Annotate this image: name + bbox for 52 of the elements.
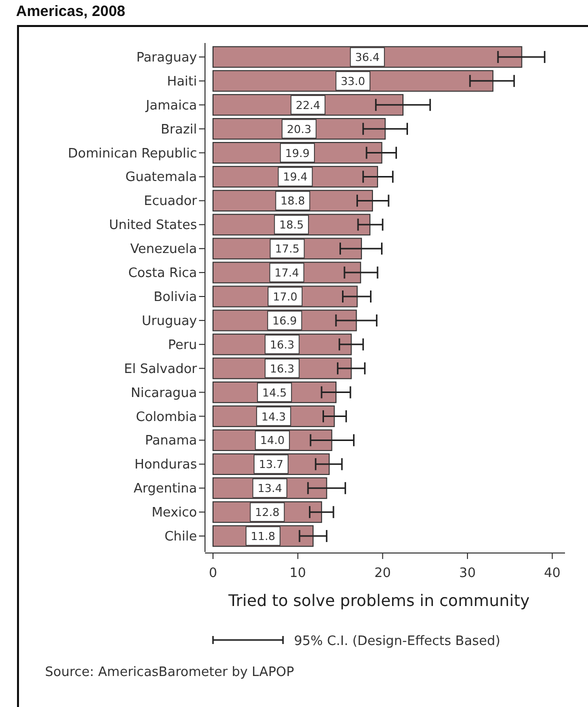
data-label: 20.3	[286, 122, 312, 136]
data-label: 12.8	[255, 506, 280, 520]
data-label: 17.4	[274, 266, 300, 280]
x-tick-label: 10	[290, 566, 306, 581]
data-label: 14.5	[262, 386, 287, 400]
y-tick-label: Mexico	[152, 506, 198, 521]
data-label: 14.3	[261, 410, 286, 424]
data-label: 17.0	[272, 290, 298, 304]
y-tick-label: Uruguay	[142, 314, 198, 329]
data-label: 33.0	[340, 74, 366, 88]
data-label: 19.9	[285, 146, 310, 160]
x-tick-label: 20	[374, 566, 391, 581]
y-tick-label: Jamaica	[144, 98, 197, 114]
y-tick-label: Ecuador	[144, 194, 198, 210]
y-tick-label: Honduras	[134, 458, 198, 473]
x-axis-title: Tried to solve problems in community	[227, 591, 530, 610]
data-label: 14.0	[260, 434, 285, 448]
text: Americas, 2008	[16, 3, 126, 20]
data-label: 18.8	[280, 194, 305, 208]
bar	[212, 46, 522, 68]
data-label: 18.5	[279, 218, 304, 232]
data-label: 11.8	[250, 530, 276, 544]
source-note: Source: AmericasBarometer by LAPOP	[45, 665, 294, 680]
data-label: 16.3	[270, 362, 294, 376]
y-tick-label: Peru	[168, 338, 197, 353]
y-tick-label: United States	[108, 218, 198, 234]
data-label: 36.4	[355, 50, 380, 64]
y-tick-label: Chile	[164, 530, 197, 545]
data-label: 17.5	[274, 242, 300, 256]
y-tick-label: Venezuela	[130, 242, 197, 258]
y-tick-label: Colombia	[136, 410, 197, 425]
data-label: 19.4	[283, 170, 308, 184]
x-tick-label: 30	[459, 566, 476, 581]
data-label: 16.9	[272, 314, 297, 328]
y-tick-label: Guatemala	[125, 170, 197, 186]
y-tick-label: Dominican Republic	[68, 146, 197, 162]
x-tick-label: 0	[208, 566, 218, 581]
x-tick-label: 40	[544, 566, 561, 581]
y-tick-label: Nicaragua	[130, 386, 197, 401]
data-label: 13.4	[258, 482, 282, 496]
y-tick-label: Bolivia	[154, 290, 197, 305]
text: 95% C.I. (Design-Effects Based)	[294, 634, 500, 649]
y-tick-label: Panama	[144, 434, 197, 449]
y-tick-label: Costa Rica	[128, 266, 197, 282]
data-label: 22.4	[296, 98, 320, 112]
data-label: 13.7	[258, 458, 284, 472]
y-tick-label: Brazil	[160, 122, 197, 138]
y-tick-label: Paraguay	[136, 50, 198, 66]
y-tick-label: Haiti	[166, 74, 197, 90]
y-tick-label: Argentina	[134, 482, 197, 497]
y-tick-label: El Salvador	[124, 362, 198, 377]
data-label: 16.3	[270, 338, 294, 352]
